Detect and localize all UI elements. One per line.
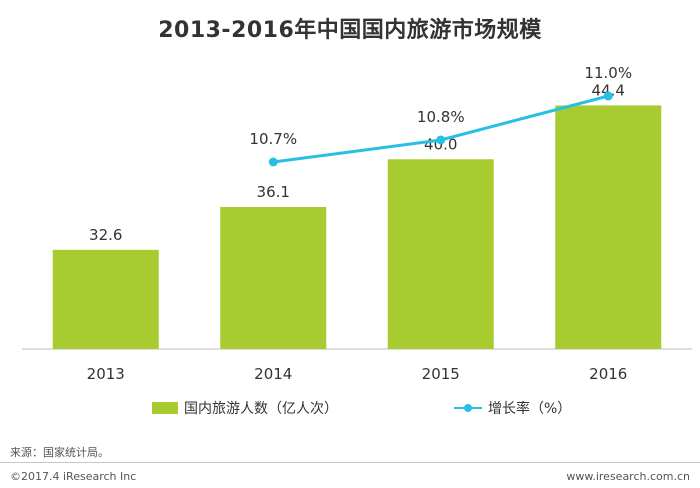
growth-rate-label-2016: 11.0% xyxy=(584,64,632,82)
chart-plot: 32.636.140.044.4 10.7%10.8%11.0% 2013201… xyxy=(22,64,692,383)
legend-item-bar: 国内旅游人数（亿人次） xyxy=(152,398,338,418)
source-note: 来源：国家统计局。 xyxy=(10,446,109,459)
x-tick-2016: 2016 xyxy=(589,365,627,383)
bar-2015 xyxy=(387,159,494,349)
legend-label-line: 增长率（%） xyxy=(488,401,572,417)
legend: 国内旅游人数（亿人次） 增长率（%） xyxy=(0,398,700,420)
bar-value-label-2013: 32.6 xyxy=(89,226,122,244)
bar-2016 xyxy=(555,105,662,349)
legend-bar-swatch xyxy=(152,402,178,414)
bar-value-label-2014: 36.1 xyxy=(257,183,290,201)
bar-value-label-2016: 44.4 xyxy=(592,81,625,99)
x-tick-2015: 2015 xyxy=(422,365,460,383)
legend-line-swatch xyxy=(454,402,482,414)
legend-label-bar: 国内旅游人数（亿人次） xyxy=(184,401,338,417)
bar-2013 xyxy=(52,249,159,349)
copyright-text: ©2017.4 iResearch Inc xyxy=(10,470,137,483)
chart-title: 2013-2016年中国国内旅游市场规模 xyxy=(158,18,542,43)
website-text: www.iresearch.com.cn xyxy=(566,470,690,483)
growth-rate-point-2014 xyxy=(268,157,278,167)
growth-rate-point-2015 xyxy=(436,135,446,145)
growth-rate-point-2016 xyxy=(603,91,613,101)
x-tick-2014: 2014 xyxy=(254,365,292,383)
growth-rate-label-2014: 10.7% xyxy=(249,130,297,148)
footer-divider xyxy=(0,462,700,463)
bar-2014 xyxy=(220,207,327,349)
legend-item-line: 增长率（%） xyxy=(454,398,571,418)
growth-rate-label-2015: 10.8% xyxy=(417,108,465,126)
x-tick-2013: 2013 xyxy=(87,365,125,383)
